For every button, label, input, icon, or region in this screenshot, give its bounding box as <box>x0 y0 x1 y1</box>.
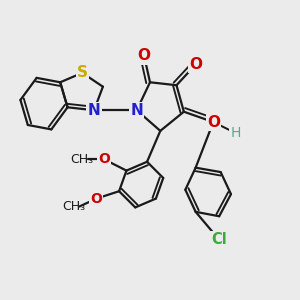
Text: S: S <box>77 65 88 80</box>
Text: O: O <box>91 192 102 206</box>
Text: N: N <box>88 103 100 118</box>
Text: O: O <box>207 115 220 130</box>
Text: N: N <box>130 103 143 118</box>
Text: O: O <box>189 57 202 72</box>
Text: O: O <box>98 152 110 167</box>
Text: CH₃: CH₃ <box>62 200 85 213</box>
Text: O: O <box>138 48 151 63</box>
Text: H: H <box>230 126 241 140</box>
Text: Cl: Cl <box>211 232 227 247</box>
Text: CH₃: CH₃ <box>70 153 93 166</box>
